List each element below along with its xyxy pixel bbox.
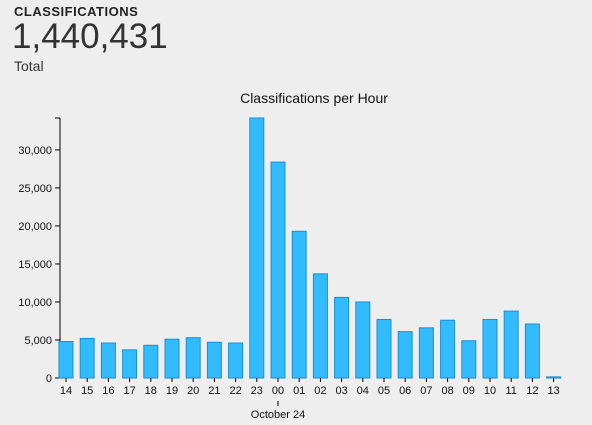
bar-11 — [503, 310, 519, 379]
x-tick-label: 05 — [378, 385, 390, 397]
y-tick-label: 20,000 — [18, 221, 52, 233]
y-tick-label: 5,000 — [24, 335, 52, 347]
x-tick-label: 04 — [357, 385, 369, 397]
bar-08 — [440, 319, 456, 379]
y-tick-label: 15,000 — [18, 259, 52, 271]
x-tick-label: 17 — [123, 385, 135, 397]
bar-18 — [143, 344, 159, 379]
x-tick-label: 11 — [505, 385, 516, 397]
x-tick-label: 18 — [145, 385, 157, 397]
date-marker-label: October 24 — [251, 409, 305, 421]
stat-total-label: Total — [14, 58, 44, 74]
bar-04 — [355, 301, 371, 379]
x-tick-label: 00 — [272, 385, 284, 397]
bar-22 — [228, 342, 244, 379]
y-tick-label: 0 — [46, 373, 52, 385]
bar-16 — [100, 342, 116, 379]
x-tick-label: 13 — [547, 385, 559, 397]
x-tick-label: 01 — [293, 385, 305, 397]
bar-14 — [58, 341, 74, 379]
bars — [58, 117, 562, 379]
y-tick-label: 25,000 — [18, 183, 52, 195]
bar-05 — [376, 318, 392, 379]
x-tick-label: 02 — [314, 385, 326, 397]
bar-03 — [334, 296, 350, 379]
bar-21 — [206, 341, 222, 379]
bar-01 — [291, 230, 307, 379]
bar-20 — [185, 337, 201, 379]
x-tick-label: 16 — [102, 385, 114, 397]
x-tick-label: 12 — [526, 385, 538, 397]
stat-heading: CLASSIFICATIONS — [14, 4, 139, 19]
stat-total-value: 1,440,431 — [12, 17, 168, 56]
bar-09 — [461, 340, 477, 379]
x-tick-label: 14 — [60, 385, 72, 397]
x-axis: 14 15 16 17 18 19 20 21 22 23 00 01 02 03 04 05 06 07 08 09… — [60, 378, 560, 421]
y-axis: 0 5,000 10,000 15,000 20,000 25,000 30,000 — [18, 117, 61, 385]
bar-12 — [524, 323, 540, 379]
bar-10 — [482, 318, 498, 379]
x-tick-label: 19 — [166, 385, 178, 397]
bar-00 — [270, 161, 286, 379]
x-tick-label: 10 — [484, 385, 496, 397]
x-tick-label: 22 — [229, 385, 241, 397]
bar-07 — [418, 327, 434, 379]
x-tick-label: 20 — [187, 385, 199, 397]
x-tick-label: 07 — [420, 385, 432, 397]
x-tick-label: 23 — [251, 385, 263, 397]
chart-title: Classifications per Hour — [240, 90, 388, 106]
x-tick-label: 21 — [208, 385, 220, 397]
bar-15 — [79, 337, 95, 379]
y-tick-label: 10,000 — [18, 297, 52, 309]
bar-06 — [397, 331, 413, 379]
bar-23 — [249, 117, 265, 379]
bar-13 — [546, 376, 562, 379]
bar-19 — [164, 338, 180, 379]
x-tick-label: 03 — [335, 385, 347, 397]
bar-02 — [312, 273, 328, 379]
x-tick-label: 09 — [463, 385, 475, 397]
bar-17 — [122, 349, 138, 379]
x-tick-label: 15 — [81, 385, 93, 397]
x-tick-label: 06 — [399, 385, 411, 397]
y-tick-label: 30,000 — [18, 145, 52, 157]
x-tick-label: 08 — [441, 385, 453, 397]
